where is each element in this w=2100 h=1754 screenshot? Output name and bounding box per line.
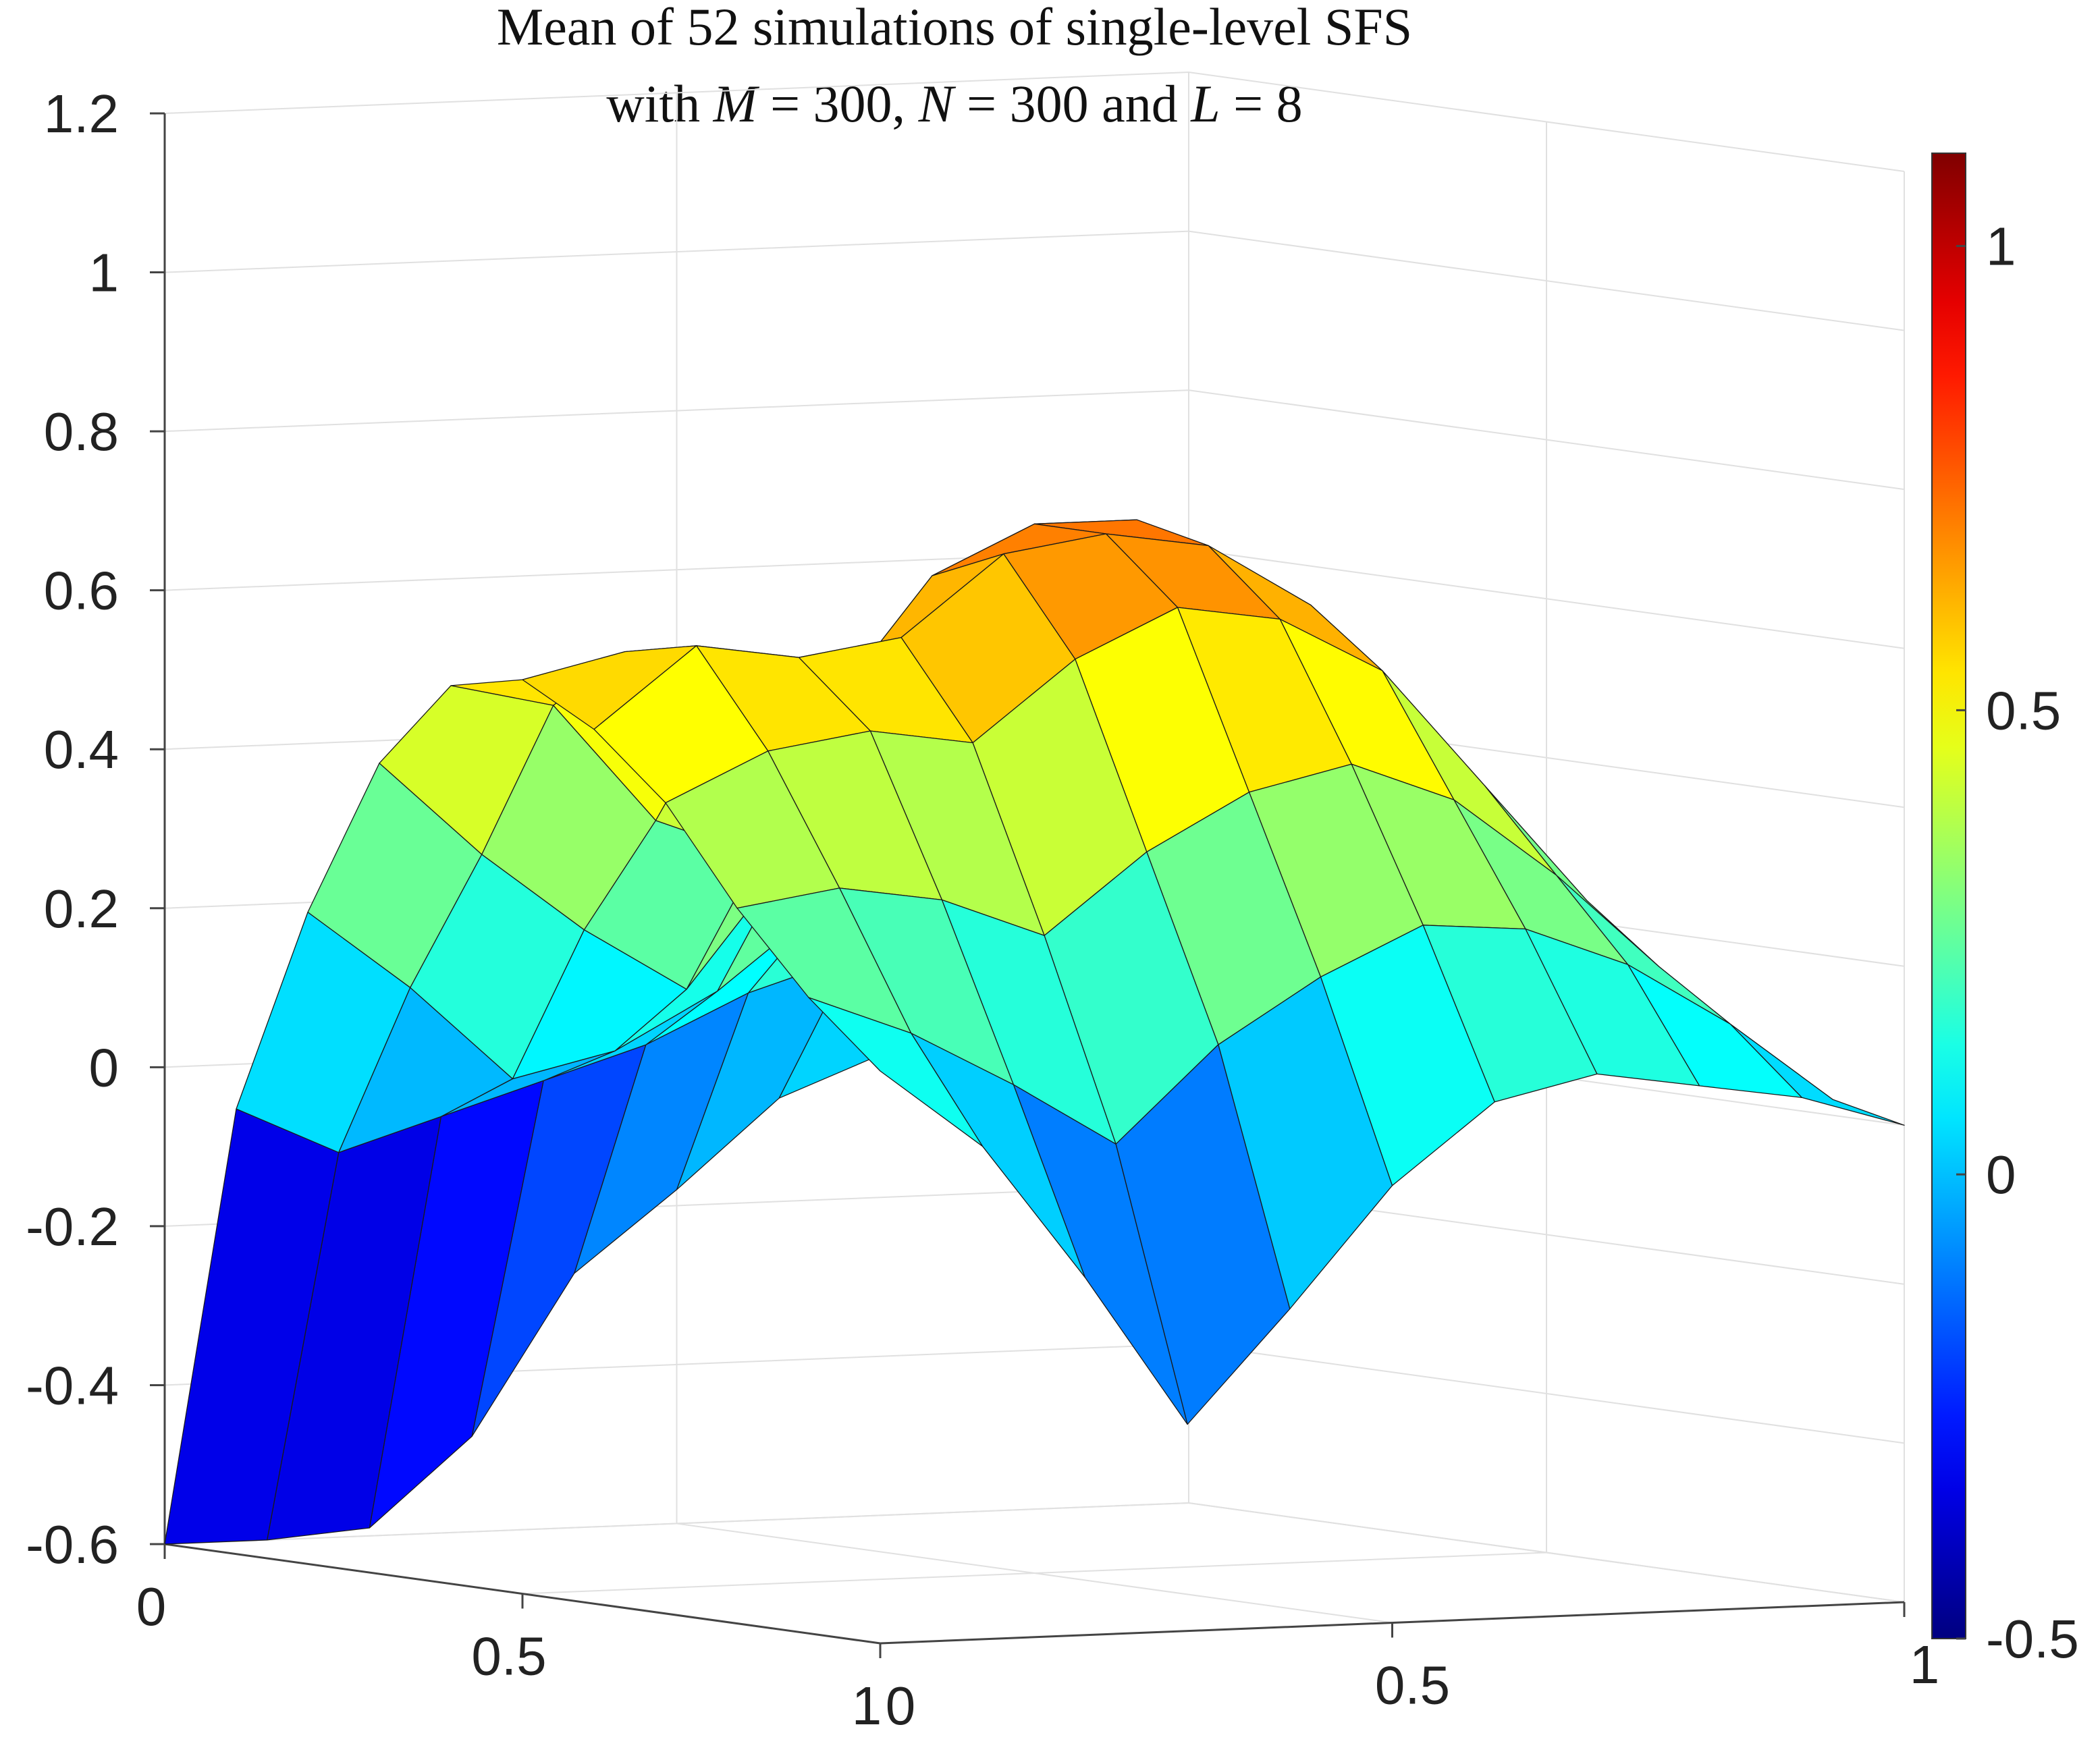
colorbar-tick-label: 0.5	[1986, 680, 2061, 740]
title-line-2: with M = 300, N = 300 and L = 8	[606, 74, 1302, 133]
colorbar-tick-label: 1	[1986, 217, 2016, 277]
title-part-L: L	[1190, 74, 1220, 133]
title-part-3: = 300 and	[954, 74, 1191, 133]
y-tick-label: 0	[886, 1676, 916, 1736]
surface-facet	[808, 997, 984, 1147]
title-part-M: M	[713, 74, 760, 133]
grid-line-x	[522, 121, 1547, 1595]
axes-labels: -0.6-0.4-0.200.20.40.60.811.200.51 0 0.5 1	[26, 84, 1939, 1736]
z-tick-label: 0.8	[44, 402, 119, 462]
title-part-2: = 300,	[757, 74, 919, 133]
title-part-N: N	[918, 74, 957, 133]
z-tick-label: -0.6	[26, 1514, 119, 1574]
title-line-1: Mean of 52 simulations of single-level S…	[497, 0, 1412, 56]
colorbar-tick-label: -0.5	[1986, 1609, 2079, 1669]
z-tick-label: 0.2	[44, 879, 119, 939]
grid-line-z	[164, 1502, 1905, 1603]
z-tick-label: -0.4	[26, 1355, 119, 1415]
z-tick-label: -0.2	[26, 1197, 119, 1257]
colorbar-tick-label: 0	[1986, 1145, 2016, 1205]
colorbar-gradient	[1931, 153, 1966, 1639]
grid-line-z	[164, 389, 1905, 491]
x-tick-label: 0	[136, 1577, 167, 1637]
z-tick-label: 0.4	[44, 719, 119, 779]
surface-plot	[164, 519, 1905, 1545]
grid-line-z	[164, 230, 1905, 331]
chart-title: Mean of 52 simulations of single-level S…	[497, 0, 1412, 133]
title-part-1: with	[606, 74, 713, 133]
z-tick-label: 1	[89, 243, 119, 303]
z-tick-label: 1.2	[44, 84, 119, 144]
y-tick-label: 0.5	[1375, 1655, 1450, 1716]
x-tick-label: 1	[852, 1676, 882, 1736]
x-tick-label: 0.5	[471, 1626, 546, 1687]
z-tick-label: 0	[89, 1037, 119, 1097]
z-tick-label: 0.6	[44, 561, 119, 621]
colorbar: -0.5 0 0.5 1	[1931, 153, 2079, 1669]
title-part-4: = 8	[1220, 74, 1303, 133]
y-tick-label: 1	[1910, 1635, 1940, 1695]
